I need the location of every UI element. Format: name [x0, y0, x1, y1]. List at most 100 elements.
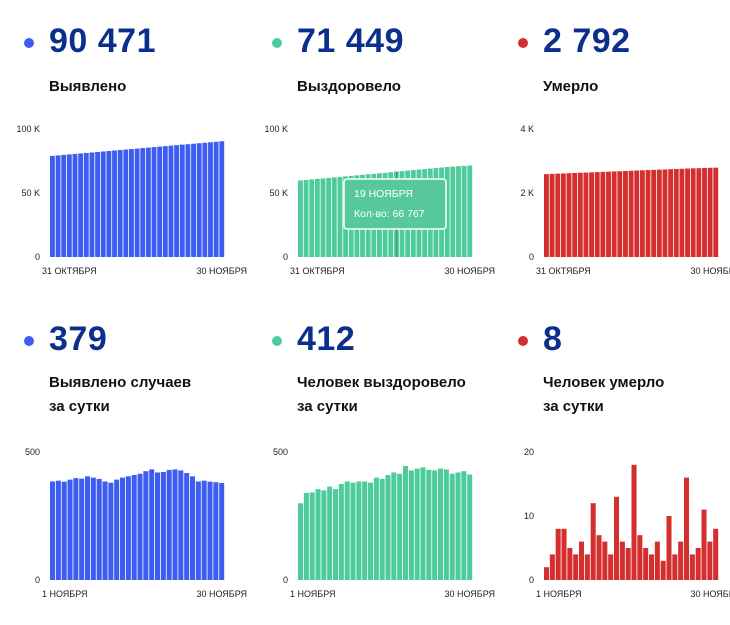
- bar[interactable]: [606, 171, 611, 257]
- bar[interactable]: [707, 167, 713, 257]
- bar[interactable]: [50, 155, 55, 257]
- bar[interactable]: [66, 154, 72, 257]
- bar[interactable]: [172, 469, 178, 580]
- bar[interactable]: [100, 151, 106, 257]
- bar[interactable]: [645, 170, 651, 257]
- bar[interactable]: [628, 170, 634, 257]
- bar[interactable]: [120, 477, 126, 580]
- bar[interactable]: [72, 153, 78, 257]
- bar[interactable]: [414, 468, 420, 580]
- bar[interactable]: [702, 167, 707, 257]
- bar[interactable]: [108, 482, 114, 580]
- bar[interactable]: [55, 155, 61, 257]
- bar[interactable]: [685, 168, 690, 257]
- bar[interactable]: [544, 567, 550, 580]
- bar[interactable]: [579, 541, 585, 580]
- bar[interactable]: [461, 471, 467, 580]
- bar[interactable]: [566, 173, 572, 257]
- bar[interactable]: [320, 178, 326, 257]
- bar[interactable]: [673, 168, 679, 257]
- bar[interactable]: [114, 479, 120, 580]
- bar[interactable]: [179, 144, 185, 257]
- bar[interactable]: [338, 484, 344, 580]
- bar[interactable]: [403, 466, 409, 580]
- bar[interactable]: [583, 172, 589, 257]
- bar[interactable]: [662, 169, 668, 257]
- bar[interactable]: [408, 470, 414, 580]
- bar[interactable]: [125, 476, 131, 580]
- bar[interactable]: [202, 142, 208, 257]
- bar[interactable]: [713, 167, 719, 257]
- bar[interactable]: [315, 489, 321, 580]
- bar[interactable]: [549, 554, 555, 580]
- bar[interactable]: [602, 541, 608, 580]
- bar[interactable]: [420, 467, 426, 580]
- bar[interactable]: [314, 178, 320, 257]
- bar[interactable]: [450, 166, 456, 257]
- bar[interactable]: [713, 528, 719, 580]
- bar[interactable]: [344, 481, 350, 580]
- bar[interactable]: [619, 541, 625, 580]
- bar[interactable]: [695, 548, 701, 580]
- bar[interactable]: [385, 475, 391, 580]
- bar[interactable]: [213, 482, 219, 580]
- bar[interactable]: [614, 496, 620, 580]
- bar[interactable]: [443, 469, 449, 580]
- bar[interactable]: [326, 177, 332, 257]
- bar[interactable]: [594, 172, 600, 257]
- bar[interactable]: [456, 166, 461, 257]
- bar[interactable]: [689, 554, 695, 580]
- bar[interactable]: [651, 169, 657, 257]
- bar[interactable]: [337, 176, 343, 257]
- bar[interactable]: [577, 172, 583, 257]
- bar[interactable]: [391, 472, 397, 580]
- bar[interactable]: [149, 469, 155, 580]
- bar[interactable]: [137, 473, 143, 580]
- bar[interactable]: [573, 554, 579, 580]
- bar[interactable]: [584, 554, 590, 580]
- bar[interactable]: [195, 481, 201, 580]
- bar[interactable]: [61, 481, 67, 580]
- bar[interactable]: [106, 151, 112, 257]
- bar[interactable]: [331, 177, 337, 257]
- bar[interactable]: [639, 170, 645, 257]
- bar[interactable]: [455, 472, 461, 580]
- bar[interactable]: [397, 473, 403, 580]
- bar[interactable]: [50, 481, 56, 580]
- bar[interactable]: [432, 470, 438, 580]
- bar[interactable]: [184, 472, 190, 580]
- bar[interactable]: [145, 147, 151, 257]
- bar[interactable]: [449, 473, 455, 580]
- bar[interactable]: [129, 149, 134, 257]
- bar[interactable]: [303, 179, 309, 257]
- bar[interactable]: [327, 486, 333, 580]
- bar[interactable]: [151, 147, 157, 257]
- bar[interactable]: [102, 481, 108, 580]
- bar[interactable]: [631, 464, 637, 580]
- bar[interactable]: [61, 154, 67, 257]
- bar[interactable]: [85, 476, 91, 580]
- bar[interactable]: [596, 535, 602, 580]
- bar[interactable]: [660, 560, 666, 580]
- bar[interactable]: [83, 152, 89, 257]
- bar[interactable]: [668, 169, 674, 257]
- bar[interactable]: [373, 477, 379, 580]
- bar[interactable]: [219, 141, 225, 257]
- bar[interactable]: [555, 528, 561, 580]
- bar[interactable]: [608, 554, 614, 580]
- bar[interactable]: [79, 478, 85, 580]
- bar[interactable]: [155, 472, 161, 580]
- bar[interactable]: [96, 478, 102, 580]
- bar[interactable]: [560, 173, 566, 257]
- bar[interactable]: [201, 480, 207, 580]
- bar[interactable]: [549, 173, 555, 257]
- bar[interactable]: [190, 476, 196, 580]
- bar[interactable]: [438, 468, 444, 580]
- bar[interactable]: [112, 150, 117, 257]
- bar[interactable]: [333, 489, 339, 580]
- bar[interactable]: [166, 469, 172, 580]
- bar[interactable]: [174, 145, 180, 257]
- bar[interactable]: [123, 149, 129, 257]
- bar[interactable]: [589, 172, 595, 257]
- bar[interactable]: [567, 548, 573, 580]
